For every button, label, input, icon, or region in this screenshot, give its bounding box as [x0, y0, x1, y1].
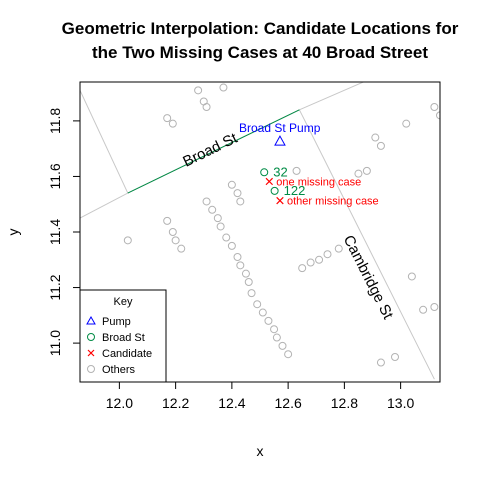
y-tick-label-0: 11.0 — [47, 330, 63, 356]
legend-label-0: Pump — [102, 316, 131, 328]
street-label-0: Broad St — [180, 129, 241, 170]
other-case-point-31 — [236, 197, 245, 206]
other-case-point-18 — [236, 261, 245, 270]
other-case-point-23 — [258, 308, 267, 317]
other-case-point-37 — [334, 244, 343, 253]
other-case-point-45 — [407, 272, 416, 281]
other-case-point-17 — [233, 253, 242, 261]
y-tick-label-4: 11.8 — [47, 108, 63, 134]
candidate-point-0 — [265, 177, 274, 186]
legend-marker-0 — [86, 315, 96, 325]
other-case-point-14 — [216, 222, 225, 231]
legend-label-1: Broad St — [102, 332, 145, 344]
x-tick-label-2: 12.4 — [218, 395, 245, 411]
other-case-point-30 — [233, 189, 242, 198]
other-case-point-39 — [362, 166, 371, 175]
other-case-point-11 — [202, 197, 211, 206]
y-tick-label-3: 11.6 — [47, 163, 63, 189]
legend-title: Key — [114, 296, 133, 308]
legend-marker-1 — [87, 333, 95, 341]
chart-title-line-2: the Two Missing Cases at 40 Broad Street — [92, 43, 428, 62]
other-case-point-47 — [430, 303, 439, 311]
x-tick-label-4: 12.8 — [331, 395, 358, 411]
other-case-point-20 — [244, 278, 253, 286]
legend-marker-2 — [87, 349, 95, 357]
other-case-point-25 — [270, 325, 279, 334]
legend: Key Pump Broad St Candidate Others — [79, 289, 167, 383]
x-tick-label-1: 12.2 — [162, 395, 189, 411]
x-tick-label-3: 12.6 — [275, 395, 302, 411]
x-tick-label-5: 13.0 — [387, 395, 414, 411]
other-case-point-38 — [354, 169, 363, 178]
other-case-point-10 — [219, 83, 228, 92]
pump-label: Broad St Pump — [239, 121, 321, 135]
other-case-point-24 — [264, 316, 273, 325]
legend-marker-3 — [87, 365, 95, 373]
broad-st-segment — [127, 109, 300, 194]
other-case-point-12 — [208, 205, 217, 214]
other-case-point-32 — [292, 166, 301, 175]
other-case-point-28 — [284, 350, 293, 359]
other-case-point-3 — [163, 216, 172, 225]
y-tick-label-1: 11.2 — [47, 274, 63, 300]
x-tick-label-0: 12.0 — [106, 395, 133, 411]
other-case-point-16 — [227, 241, 236, 250]
broad-case-point-1 — [270, 186, 279, 195]
other-case-point-13 — [213, 214, 222, 223]
x-axis-label: x — [257, 443, 264, 459]
y-axis-label: y — [5, 229, 21, 236]
street-line-1 — [80, 90, 129, 194]
other-case-point-29 — [227, 180, 236, 189]
other-case-point-9 — [202, 103, 211, 111]
other-case-point-21 — [247, 289, 256, 298]
other-case-point-26 — [272, 333, 281, 342]
other-case-point-0 — [123, 236, 132, 245]
other-case-point-19 — [241, 269, 250, 278]
pump-marker — [274, 135, 286, 146]
chart-title-line-1: Geometric Interpolation: Candidate Locat… — [62, 19, 459, 38]
other-case-point-46 — [419, 305, 428, 314]
other-case-point-49 — [391, 353, 399, 361]
other-case-point-4 — [168, 228, 177, 236]
other-case-point-44 — [436, 111, 440, 120]
other-case-point-36 — [323, 250, 332, 259]
legend-label-2: Candidate — [102, 348, 152, 360]
y-tick-label-2: 11.4 — [47, 219, 63, 245]
other-case-point-34 — [306, 258, 315, 267]
candidate-label-1: other missing case — [287, 196, 379, 208]
street-line-2 — [298, 109, 435, 380]
other-case-point-41 — [376, 141, 385, 150]
legend-label-3: Others — [102, 364, 136, 376]
street-label-1: Cambridge St — [340, 232, 397, 322]
other-case-point-2 — [168, 119, 177, 128]
other-case-point-43 — [430, 103, 439, 111]
other-case-point-33 — [298, 264, 307, 273]
other-case-point-48 — [376, 358, 385, 367]
broad-case-point-0 — [260, 168, 269, 177]
other-case-point-22 — [253, 300, 262, 309]
other-case-point-35 — [315, 255, 324, 264]
other-case-point-6 — [177, 244, 186, 253]
candidate-point-1 — [276, 196, 284, 205]
other-case-point-5 — [171, 236, 180, 245]
candidate-label-0: one missing case — [276, 176, 361, 188]
broad-case-label-1: 122 — [284, 183, 306, 198]
other-case-point-7 — [194, 86, 203, 95]
other-case-point-42 — [402, 119, 411, 128]
other-case-point-15 — [222, 233, 231, 242]
broad-case-label-0: 32 — [273, 164, 287, 179]
other-case-point-40 — [371, 133, 380, 142]
other-case-point-27 — [278, 341, 287, 350]
other-case-point-1 — [163, 114, 172, 123]
